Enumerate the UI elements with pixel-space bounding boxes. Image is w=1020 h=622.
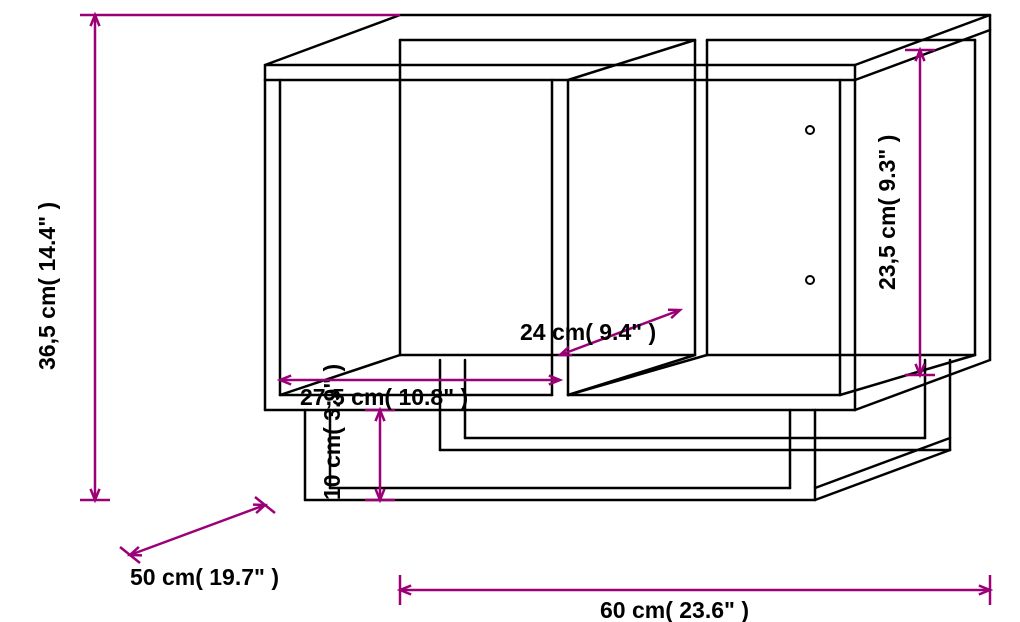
- svg-text:24 cm( 9.4" ): 24 cm( 9.4" ): [520, 319, 656, 345]
- svg-text:50 cm( 19.7" ): 50 cm( 19.7" ): [130, 564, 279, 590]
- svg-text:60 cm( 23.6" ): 60 cm( 23.6" ): [600, 597, 749, 622]
- svg-text:23,5 cm( 9.3" ): 23,5 cm( 9.3" ): [874, 135, 900, 290]
- svg-text:36,5 cm( 14.4" ): 36,5 cm( 14.4" ): [34, 202, 60, 370]
- technical-drawing: 36,5 cm( 14.4" ) 50 cm( 19.7" ) 60 cm( 23.…: [0, 0, 1020, 622]
- svg-text:27,5 cm( 10.8" ): 27,5 cm( 10.8" ): [300, 384, 468, 410]
